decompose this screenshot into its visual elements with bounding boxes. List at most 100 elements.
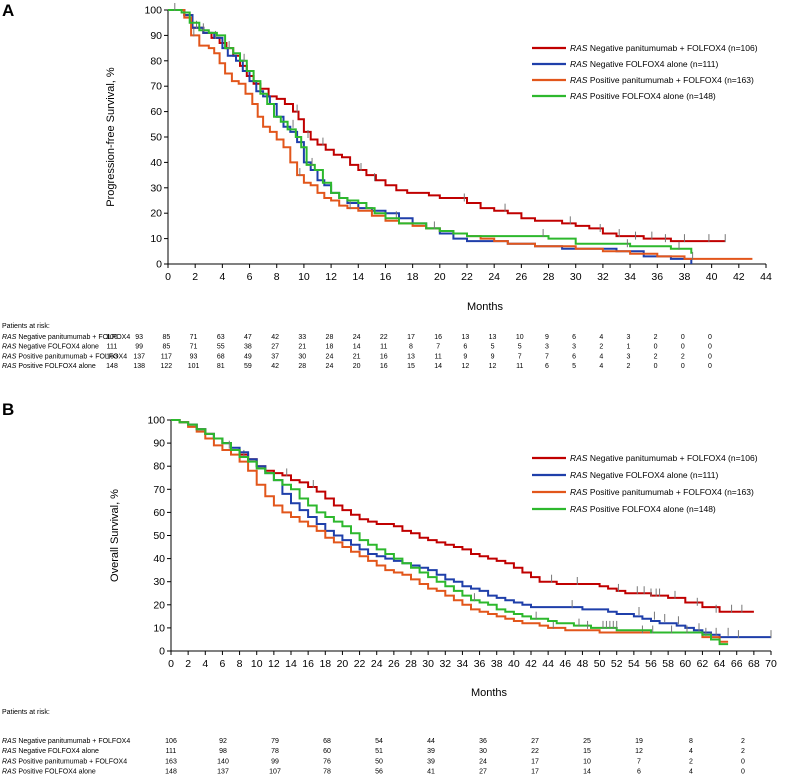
risk-value: 5 (491, 344, 495, 351)
risk-value: 18 (326, 344, 334, 351)
risk-value: 163 (106, 353, 118, 360)
risk-value: 5 (518, 344, 522, 351)
x-tick-label: 0 (165, 271, 171, 283)
series-line (171, 419, 771, 639)
x-tick-label: 26 (516, 271, 528, 283)
y-tick-label: 10 (153, 622, 165, 634)
y-tick-label: 30 (153, 576, 165, 588)
risk-value: 2 (627, 363, 631, 370)
risk-row-label-italic: RAS (2, 758, 17, 765)
risk-value: 11 (516, 363, 523, 370)
risk-value: 138 (133, 363, 145, 370)
y-tick-label: 90 (153, 438, 165, 450)
risk-value: 22 (380, 334, 388, 341)
risk-value: 101 (188, 363, 200, 370)
x-tick-label: 38 (679, 271, 691, 283)
risk-value: 16 (380, 353, 388, 360)
risk-value: 6 (572, 353, 576, 360)
risk-value: 13 (461, 334, 469, 341)
risk-value: 21 (353, 353, 361, 360)
y-tick-label: 40 (150, 157, 162, 169)
risk-value: 3 (545, 344, 549, 351)
risk-value: 9 (463, 353, 467, 360)
y-axis-title: Progression-free Survival, % (105, 67, 117, 207)
risk-value: 2 (689, 758, 693, 765)
risk-row-label-rest: Negative FOLFOX4 alone (16, 344, 99, 351)
x-axis-title: Months (467, 301, 504, 313)
risk-value: 20 (353, 363, 361, 370)
risk-value: 92 (219, 738, 227, 745)
risk-value: 25 (583, 738, 591, 745)
risk-value: 2 (654, 353, 658, 360)
y-tick-label: 80 (153, 461, 165, 473)
x-tick-label: 18 (319, 658, 331, 670)
x-tick-label: 2 (192, 271, 198, 283)
risk-value: 17 (407, 334, 415, 341)
y-tick-label: 50 (150, 132, 162, 144)
risk-row-label: RAS Positive panitumumab + FOLFOX4 (2, 758, 127, 765)
risk-value: 3 (627, 353, 631, 360)
risk-value: 30 (479, 748, 487, 755)
risk-value: 11 (435, 353, 442, 360)
risk-value: 9 (491, 353, 495, 360)
risk-row-label-italic: RAS (2, 334, 17, 341)
risk-value: 56 (375, 769, 383, 776)
risk-value: 2 (654, 334, 658, 341)
risk-row-label-italic: RAS (2, 363, 17, 370)
legend-entry: RAS Negative FOLFOX4 alone (n=111) (570, 470, 718, 480)
x-tick-label: 34 (624, 271, 636, 283)
risk-value: 10 (516, 334, 524, 341)
legend-entry: RAS Negative FOLFOX4 alone (n=111) (570, 59, 718, 69)
legend-entry-italic: RAS (570, 43, 588, 53)
risk-row-label: RAS Positive FOLFOX4 alone (2, 769, 96, 776)
x-tick-label: 44 (542, 658, 554, 670)
risk-value: 19 (635, 738, 643, 745)
legend-entry: RAS Positive panitumumab + FOLFOX4 (n=16… (570, 75, 754, 85)
risk-value: 7 (637, 758, 641, 765)
x-tick-label: 2 (185, 658, 191, 670)
risk-value: 10 (583, 758, 591, 765)
risk-value: 6 (463, 344, 467, 351)
risk-value: 30 (298, 353, 306, 360)
risk-row-label: RAS Negative FOLFOX4 alone (2, 748, 99, 755)
risk-value: 24 (353, 334, 361, 341)
risk-value: 71 (190, 334, 198, 341)
y-tick-label: 70 (150, 81, 162, 93)
risk-value: 15 (407, 363, 415, 370)
x-tick-label: 4 (219, 271, 225, 283)
y-tick-label: 80 (150, 55, 162, 67)
y-tick-label: 90 (150, 30, 162, 42)
series-line (168, 9, 753, 260)
panel-letter: A (2, 1, 14, 20)
y-tick-label: 10 (150, 233, 162, 245)
x-tick-label: 8 (237, 658, 243, 670)
y-tick-label: 20 (150, 208, 162, 220)
x-tick-label: 14 (352, 271, 364, 283)
x-tick-label: 60 (679, 658, 691, 670)
risk-value: 51 (375, 748, 383, 755)
legend-entry-italic: RAS (570, 504, 588, 514)
x-tick-label: 22 (354, 658, 366, 670)
risk-value: 47 (244, 334, 252, 341)
x-tick-label: 30 (422, 658, 434, 670)
y-tick-label: 100 (144, 5, 162, 17)
risk-value: 93 (135, 334, 143, 341)
risk-row-label: RAS Negative panitumumab + FOLFOX4 (2, 334, 130, 341)
risk-value: 99 (271, 758, 279, 765)
risk-value: 39 (427, 748, 435, 755)
x-tick-label: 20 (434, 271, 446, 283)
x-tick-label: 26 (388, 658, 400, 670)
risk-row-label-rest: Negative panitumumab + FOLFOX4 (16, 334, 130, 341)
risk-row-label-italic: RAS (2, 344, 17, 351)
x-tick-label: 32 (597, 271, 609, 283)
x-tick-label: 56 (645, 658, 657, 670)
risk-value: 17 (531, 769, 539, 776)
risk-value: 42 (271, 334, 279, 341)
risk-value: 24 (479, 758, 487, 765)
risk-value: 79 (271, 738, 279, 745)
risk-value: 4 (689, 769, 693, 776)
x-tick-label: 30 (570, 271, 582, 283)
risk-value: 8 (689, 738, 693, 745)
risk-value: 3 (572, 344, 576, 351)
risk-value: 117 (161, 353, 172, 360)
